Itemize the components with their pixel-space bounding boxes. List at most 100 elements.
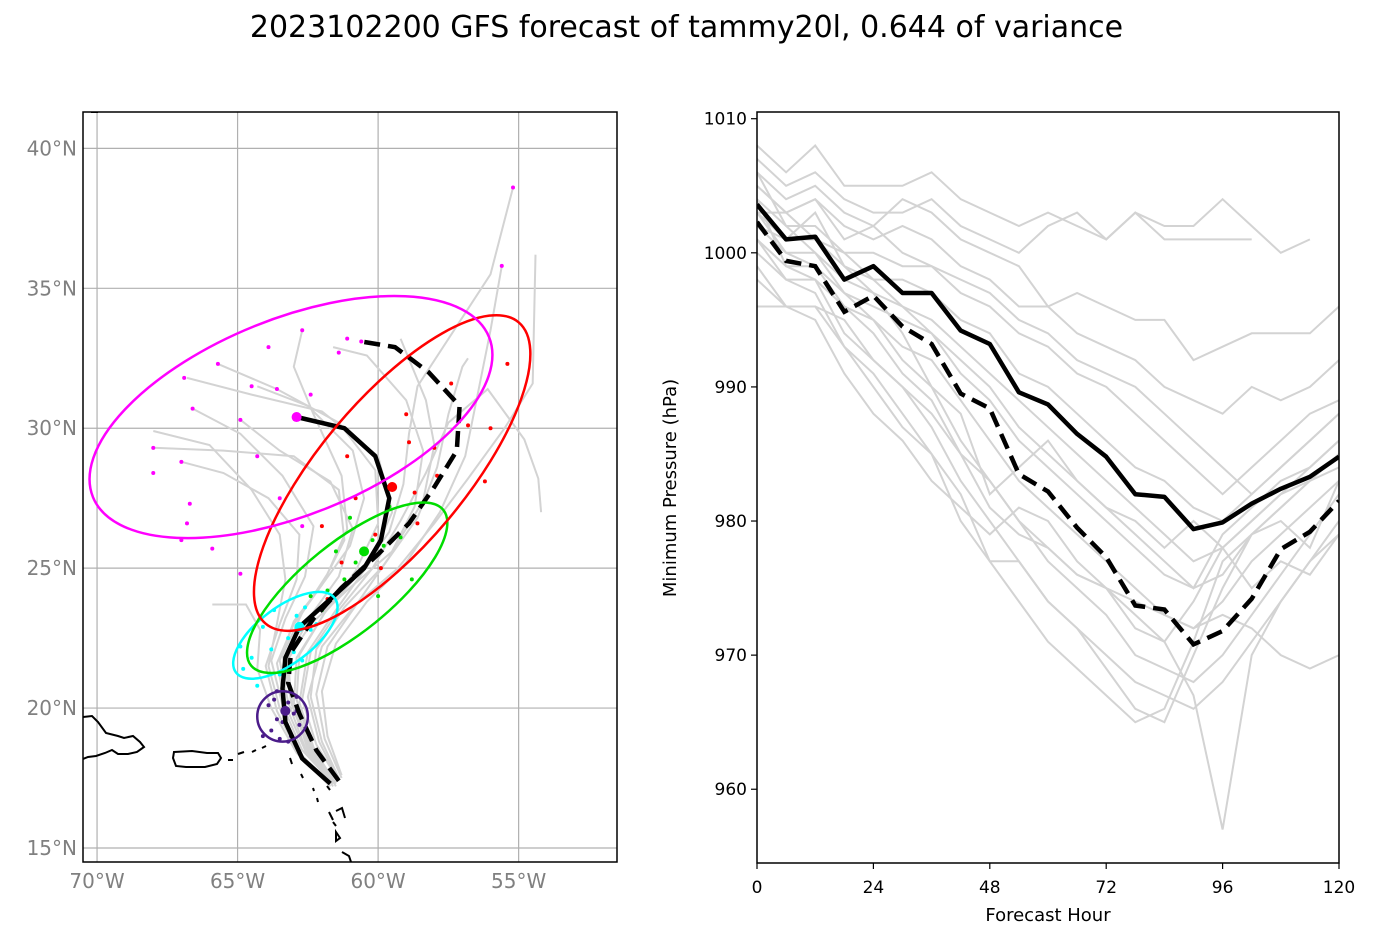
map-longitude-ticks: 70°W 65°W 60°W 55°W (69, 869, 546, 893)
member-position-hour-48 (398, 535, 403, 540)
member-position-hour-96 (300, 328, 305, 333)
map-latitude-ticks: 15°N 20°N 25°N 30°N 35°N 40°N (27, 136, 77, 860)
member-position-hour-72 (373, 532, 378, 537)
member-position-hour-24 (294, 613, 299, 618)
pressure-y-ticks: 960 970 980 990 1000 1010 (704, 110, 757, 800)
pressure-x-tick-label: 0 (752, 878, 763, 898)
member-position-hour-48 (348, 515, 352, 520)
pressure-x-tick-label: 120 (1323, 878, 1355, 898)
pressure-y-tick-label: 1000 (704, 244, 747, 264)
pressure-y-tick-label: 980 (715, 512, 747, 532)
spread-ellipse-hour-72 (252, 313, 532, 633)
member-position-hour-96 (511, 185, 516, 190)
member-position-hour-72 (319, 524, 324, 529)
member-position-hour-24 (269, 647, 274, 652)
ensemble-pressure-line (757, 198, 1339, 496)
ensemble-pressure-line (757, 197, 1339, 496)
mean-position-hour-0 (280, 705, 291, 716)
map-lon-tick-label: 70°W (69, 869, 124, 893)
member-position-hour-96 (359, 339, 364, 344)
pressure-x-tick-label: 24 (863, 878, 885, 898)
map-lat-tick-label: 40°N (27, 136, 77, 160)
ensemble-track (306, 254, 537, 782)
member-position-hour-96 (274, 387, 279, 392)
member-position-hour-96 (215, 361, 220, 366)
pressure-y-label: Minimum Pressure (hPa) (660, 379, 681, 597)
member-position-hour-0 (286, 700, 291, 705)
pressure-x-label: Forecast Hour (985, 905, 1111, 926)
member-position-hour-72 (488, 426, 493, 431)
mode-pressure-line (757, 220, 1339, 648)
map-lat-tick-label: 20°N (27, 696, 77, 720)
virgin-islands-coast (228, 745, 267, 761)
pressure-x-tick-label: 72 (1095, 878, 1117, 898)
member-position-hour-96 (179, 459, 184, 464)
ensemble-track (292, 187, 514, 787)
pressure-x-tick-label: 96 (1212, 878, 1234, 898)
member-position-hour-96 (249, 384, 254, 389)
map-panel: 70°W 65°W 60°W 55°W 15°N 20°N 25°N 30°N 35°N 40°… (27, 111, 618, 893)
member-position-hour-72 (415, 521, 420, 526)
member-position-hour-96 (182, 375, 187, 380)
spread-ellipse-hour-48 (245, 501, 449, 675)
map-gridlines (83, 112, 617, 862)
member-position-hour-96 (184, 521, 189, 526)
pressure-y-tick-label: 990 (715, 378, 747, 398)
member-position-hour-72 (404, 412, 409, 417)
member-position-hour-48 (353, 560, 358, 565)
member-position-hour-72 (449, 381, 454, 386)
mean-position-hour-96 (291, 412, 302, 423)
map-lat-tick-label: 35°N (27, 276, 77, 300)
member-position-hour-0 (297, 722, 302, 727)
member-position-hour-0 (266, 703, 271, 708)
ensemble-pressure-line (757, 238, 1339, 724)
spread-ellipse-hour-96 (88, 294, 494, 540)
member-position-hour-24 (255, 683, 260, 688)
ensemble-pressure-line (757, 158, 1252, 254)
member-position-hour-72 (482, 479, 487, 484)
member-position-hour-96 (151, 445, 156, 450)
ensemble-pressure-line (757, 305, 1339, 670)
pressure-x-tick-label: 48 (979, 878, 1001, 898)
member-position-hour-48 (342, 577, 347, 582)
pressure-x-ticks: 0 24 48 72 96 120 (752, 863, 1355, 898)
ensemble-pressure-line (757, 238, 1339, 590)
member-position-hour-0 (277, 736, 282, 741)
member-position-hour-48 (381, 543, 386, 548)
member-position-hour-72 (407, 440, 412, 445)
member-position-hour-96 (336, 350, 341, 355)
member-position-hour-48 (333, 549, 338, 554)
member-position-hour-24 (303, 605, 308, 610)
member-position-hour-72 (339, 560, 344, 565)
member-position-hour-96 (345, 336, 350, 341)
map-lon-tick-label: 60°W (350, 869, 405, 893)
member-position-hour-48 (308, 594, 313, 599)
ensemble-pressure-line (757, 265, 1339, 644)
ensemble-pressure-line (757, 171, 1339, 684)
spread-ellipse-hour-0 (256, 690, 310, 743)
lesser-antilles-coast (91, 112, 352, 862)
puerto-rico-coast (171, 749, 223, 768)
mode-track (285, 339, 462, 783)
member-position-hour-96 (190, 406, 195, 411)
ensemble-pressure-line (757, 211, 1339, 523)
pressure-y-tick-label: 1010 (704, 110, 747, 130)
member-position-hour-96 (255, 454, 260, 459)
member-position-hour-24 (308, 627, 313, 632)
ensemble-pressure-line (757, 144, 1311, 254)
member-position-hour-96 (277, 496, 282, 501)
ensemble-track (212, 603, 332, 788)
map-lat-tick-label: 15°N (27, 836, 77, 860)
member-position-hour-96 (238, 417, 243, 422)
member-position-hour-96 (266, 345, 271, 350)
ensemble-pressure-line (757, 185, 1339, 415)
member-position-hour-96 (151, 471, 156, 476)
mean-position-hour-72 (387, 482, 398, 492)
map-coastlines (83, 112, 352, 862)
member-position-hour-72 (378, 566, 383, 571)
member-position-hour-96 (238, 571, 243, 576)
member-position-hour-24 (291, 650, 296, 655)
member-position-hour-24 (249, 655, 254, 660)
map-tracks (88, 185, 543, 788)
map-frame (82, 111, 618, 863)
